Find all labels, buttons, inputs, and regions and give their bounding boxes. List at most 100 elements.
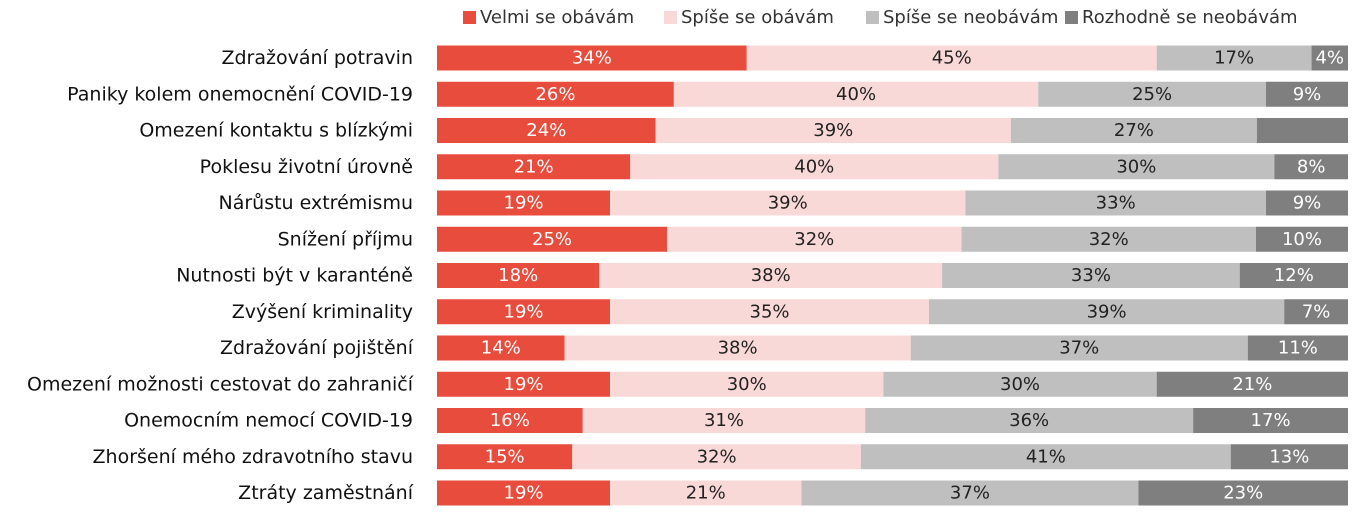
data-label: 30%	[1116, 156, 1156, 177]
bar-segment	[1266, 81, 1348, 107]
bar-segment	[437, 226, 668, 252]
bar-segment	[673, 81, 1039, 107]
legend-label: Spíše se obávám	[681, 6, 834, 28]
bar-segment	[610, 190, 966, 216]
legend-item: Velmi se obávám	[463, 4, 634, 30]
bar-segment	[437, 335, 565, 361]
data-label: 26%	[535, 84, 575, 105]
data-label: 19%	[504, 483, 544, 504]
bar-segment	[1156, 371, 1348, 397]
data-label: 32%	[697, 446, 737, 467]
data-label: 19%	[504, 301, 544, 322]
bar-segment	[883, 371, 1157, 397]
bar-segment	[1311, 45, 1348, 71]
legend-swatch	[866, 10, 879, 24]
bar-segment	[437, 81, 674, 107]
bar-segment	[910, 335, 1248, 361]
bar-segment	[1274, 154, 1348, 180]
data-label: 13%	[1269, 446, 1309, 467]
bar-segment	[437, 299, 611, 325]
bar-segment	[928, 299, 1285, 325]
data-label: 37%	[950, 483, 990, 504]
data-label: 19%	[504, 193, 544, 214]
legend-label: Velmi se obávám	[480, 6, 635, 28]
category-label: Omezení možnosti cestovat do zahraničí	[27, 373, 414, 395]
bar-segment	[667, 226, 962, 252]
category-label: Onemocním nemocí COVID-19	[124, 410, 413, 432]
bar-segment	[610, 480, 802, 506]
bar-segment	[801, 480, 1139, 506]
category-label: Poklesu životní úrovně	[200, 156, 413, 178]
bar-segment	[437, 190, 611, 216]
data-label: 21%	[686, 483, 726, 504]
bar-segment	[437, 480, 611, 506]
bar-segment	[582, 408, 866, 433]
bar-segment	[1156, 45, 1312, 71]
legend-swatch	[664, 10, 677, 24]
bar-segment	[1284, 299, 1348, 325]
data-label: 45%	[932, 48, 972, 69]
data-label: 18%	[498, 265, 538, 286]
bar-segment	[746, 45, 1157, 71]
data-label: 35%	[750, 301, 790, 322]
bar-segment	[437, 118, 656, 143]
bar-segment	[1230, 444, 1348, 470]
data-label: 39%	[1087, 301, 1127, 322]
bar-segment	[1239, 263, 1348, 288]
bar-segment	[1138, 480, 1348, 506]
legend-label: Spíše se neobávám	[883, 6, 1059, 28]
bar-segment	[655, 118, 1011, 143]
data-label: 33%	[1071, 265, 1111, 286]
data-label: 30%	[727, 374, 767, 395]
data-label: 17%	[1251, 410, 1291, 431]
data-label: 25%	[532, 229, 572, 250]
data-label: 10%	[1282, 229, 1322, 250]
data-label: 25%	[1132, 84, 1172, 105]
data-label: 24%	[526, 120, 566, 141]
data-label: 11%	[1278, 338, 1318, 359]
category-label: Nárůstu extrémismu	[218, 192, 413, 214]
bar-segment	[998, 154, 1275, 180]
data-label: 32%	[1089, 229, 1129, 250]
data-label: 14%	[481, 338, 521, 359]
category-label: Omezení kontaktu s blízkými	[139, 120, 413, 142]
data-label: 23%	[1223, 483, 1263, 504]
bar-segment	[437, 371, 611, 397]
data-label: 17%	[1214, 48, 1254, 69]
bar-segment	[860, 444, 1231, 470]
bar-segment	[599, 263, 943, 288]
legend-swatch	[463, 10, 476, 24]
data-label: 34%	[572, 48, 612, 69]
data-label: 32%	[794, 229, 834, 250]
category-label: Snížení příjmu	[278, 228, 413, 250]
legend-item: Rozhodně se neobávám	[1065, 4, 1298, 30]
bar-segment	[437, 444, 573, 470]
data-label: 31%	[704, 410, 744, 431]
bar-segment	[1038, 81, 1267, 107]
category-label: Zdražování potravin	[221, 47, 413, 69]
bar-segment	[610, 299, 929, 325]
data-label: 9%	[1293, 84, 1322, 105]
data-label: 4%	[1315, 48, 1344, 69]
data-label: 38%	[718, 338, 758, 359]
bar-segment	[437, 154, 631, 180]
bar-segment	[1247, 335, 1348, 361]
data-label: 8%	[1297, 156, 1326, 177]
data-label: 37%	[1059, 338, 1099, 359]
category-label: Nutnosti být v karanténě	[176, 265, 413, 287]
bar-segment	[564, 335, 911, 361]
data-label: 39%	[813, 120, 853, 141]
bar-segment	[1266, 190, 1348, 216]
category-label: Zhoršení mého zdravotního stavu	[93, 446, 413, 468]
category-label: Ztráty zaměstnání	[238, 482, 414, 504]
data-label: 19%	[504, 374, 544, 395]
data-label: 38%	[751, 265, 791, 286]
legend-swatch	[1065, 10, 1078, 24]
data-label: 36%	[1009, 410, 1049, 431]
data-label: 21%	[1232, 374, 1272, 395]
legend-label: Rozhodně se neobávám	[1082, 6, 1298, 28]
data-label: 40%	[836, 84, 876, 105]
bar-segment	[961, 226, 1256, 252]
chart-legend: Velmi se obávám Spíše se obávám Spíše se n…	[0, 4, 1372, 30]
